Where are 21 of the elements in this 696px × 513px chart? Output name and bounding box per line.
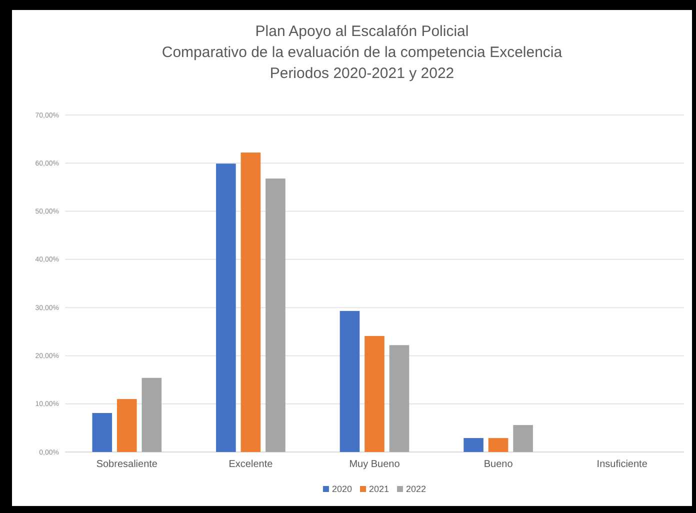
bar [240,152,261,452]
bar [266,178,286,452]
bar [364,336,384,452]
bar [216,164,236,452]
x-tick-label: Sobresaliente [96,459,158,470]
bar [513,425,533,452]
legend-label: 2022 [406,484,426,494]
x-tick-label: Insuficiente [596,459,648,470]
x-tick-label: Excelente [228,459,274,470]
bar [92,413,112,452]
legend-label: 2020 [332,484,352,494]
legend-label: 2021 [368,484,390,494]
bar [464,438,484,452]
bar [340,310,360,452]
bar [142,378,162,452]
x-tick-label: Muy Bueno [349,459,400,470]
bar [116,399,137,452]
chart-title: Plan Apoyo al Escalafón Policial Comparativo de la evaluación de la competencia Excelencia Periodos 2020-2021 y 2022 [162,23,563,82]
x-tick-label: Bueno [484,459,514,470]
bar [488,438,508,452]
bar [389,345,410,452]
